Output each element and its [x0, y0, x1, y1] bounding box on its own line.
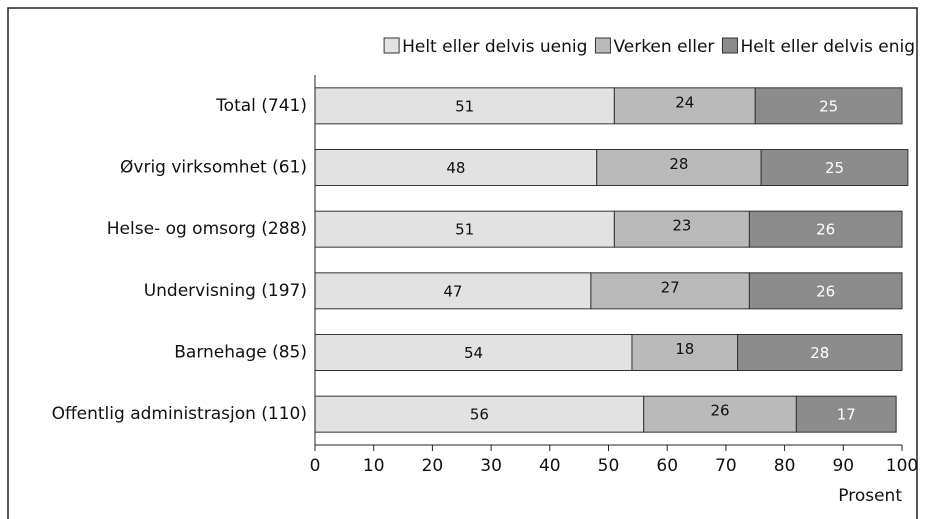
value-label: 17: [837, 406, 856, 424]
value-label: 54: [464, 344, 483, 362]
bar-segment: [613, 210, 750, 248]
y-tick-label: Offentlig administrasjon (110): [52, 404, 307, 424]
x-tick-label: 60: [656, 456, 678, 476]
legend-label: Helt eller delvis enig: [740, 37, 915, 57]
bar-segment: [314, 149, 598, 186]
x-tick-label: 10: [363, 456, 385, 476]
legend-label: Verken eller: [613, 37, 714, 57]
x-tick-label: 0: [310, 456, 321, 476]
x-tick-label: 50: [598, 456, 620, 476]
bar-segment: [314, 87, 615, 125]
y-tick-label: Barnehage (85): [174, 343, 307, 363]
bar-segment: [613, 87, 756, 125]
value-label: 26: [816, 282, 835, 300]
bar-segment: [643, 395, 797, 433]
bar-segment: [760, 149, 909, 186]
value-label: 47: [443, 282, 462, 300]
value-label: 56: [470, 406, 489, 424]
x-tick-label: 30: [480, 456, 502, 476]
y-tick-label: Øvrig virksomhet (61): [120, 158, 307, 178]
bar-segment: [748, 272, 903, 310]
x-tick-label: 80: [774, 456, 796, 476]
bar-segment: [748, 210, 903, 248]
value-label: 26: [816, 221, 835, 239]
legend-swatch: [594, 37, 611, 54]
bar-segment: [795, 395, 897, 433]
bar-segment: [314, 334, 633, 371]
value-label: 51: [455, 221, 474, 239]
y-tick-label: Undervisning (197): [144, 281, 307, 301]
frame: [7, 7, 918, 519]
x-tick-label: 40: [539, 456, 561, 476]
bar-segment: [737, 334, 903, 371]
value-label: 28: [810, 344, 829, 362]
legend-swatch: [721, 37, 738, 54]
value-label: 25: [819, 97, 838, 115]
value-label: 26: [710, 402, 729, 420]
bar-segment: [754, 87, 903, 125]
value-label: 24: [675, 93, 694, 111]
bar-segment: [314, 210, 615, 248]
bar-segment: [596, 149, 762, 186]
x-axis-label: Prosent: [838, 486, 902, 506]
value-label: 48: [446, 159, 465, 177]
x-tick-label: 100: [886, 456, 918, 476]
x-tick-label: 70: [715, 456, 737, 476]
value-label: 18: [675, 340, 694, 358]
x-tick-label: 20: [422, 456, 444, 476]
bar-segment: [314, 272, 592, 310]
value-label: 23: [672, 217, 691, 235]
value-label: 25: [825, 159, 844, 177]
value-label: 28: [669, 155, 688, 173]
bar-segment: [631, 334, 739, 371]
value-label: 51: [455, 97, 474, 115]
x-tick-label: 90: [832, 456, 854, 476]
legend-label: Helt eller delvis uenig: [402, 37, 587, 57]
value-label: 27: [661, 278, 680, 296]
legend-swatch: [383, 37, 400, 54]
y-tick-label: Total (741): [215, 96, 307, 116]
y-tick-label: Helse- og omsorg (288): [107, 219, 307, 239]
